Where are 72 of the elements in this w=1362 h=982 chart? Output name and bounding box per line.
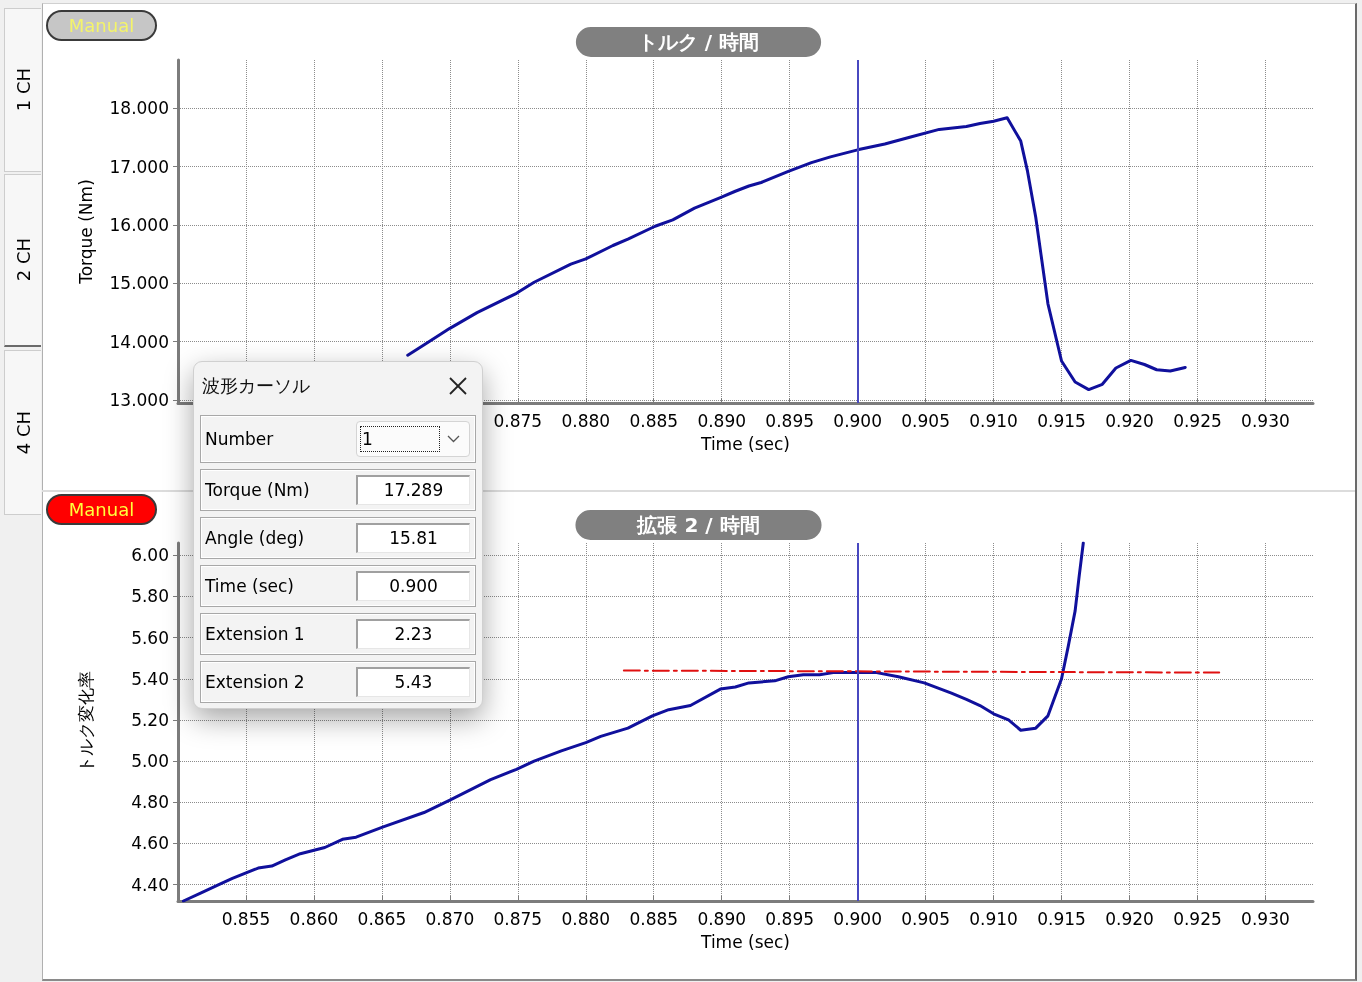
- y-tick-label: 5.60: [131, 627, 169, 648]
- y-tick-label: 6.00: [131, 545, 169, 566]
- line-series: [406, 116, 1187, 392]
- x-tick-label: 0.895: [765, 908, 815, 929]
- y-tick-label: 4.80: [131, 792, 169, 813]
- y-tick-label: 13.000: [109, 390, 169, 411]
- x-tick-label: 0.865: [357, 908, 407, 929]
- tab: 4 CH: [4, 350, 41, 515]
- chart-title: 拡張 2 / 時間: [636, 513, 760, 537]
- y-tick-label: 14.000: [109, 331, 169, 352]
- x-tick-label: 0.915: [1037, 410, 1086, 431]
- form-row: Angle (deg) 15.81: [200, 517, 476, 559]
- x-tick-label: 0.870: [425, 908, 475, 929]
- x-tick-label: 0.900: [833, 908, 882, 929]
- annotation: Extension 2: [205, 671, 305, 694]
- form-row: Extension 2 5.43: [200, 661, 476, 703]
- x-tick-label: 0.855: [221, 908, 271, 929]
- x-tick-label: 0.905: [901, 908, 950, 929]
- form-row: Time (sec) 0.900: [200, 565, 476, 607]
- tab: 1 CH: [4, 8, 41, 172]
- x-tick-label: 0.910: [969, 410, 1018, 431]
- x-tick-label: 0.880: [561, 908, 611, 929]
- button: Manual: [46, 10, 157, 41]
- text: 波形カーソル: [202, 374, 310, 398]
- y-tick-label: 5.20: [131, 709, 169, 730]
- y-tick-label: 5.80: [131, 586, 169, 607]
- y-tick-label: 15.000: [109, 273, 169, 294]
- y-tick-label: 5.00: [131, 751, 169, 772]
- dropdown-field: 1: [356, 421, 470, 457]
- y-tick-label: 18.000: [109, 98, 169, 119]
- form-row: Number 1: [200, 415, 476, 463]
- button: Manual: [46, 494, 157, 525]
- x-tick-label: 0.910: [969, 908, 1018, 929]
- x-axis-title: Time (sec): [700, 931, 790, 952]
- x-tick-label: 0.875: [493, 410, 543, 431]
- chart-title: トルク / 時間: [637, 30, 760, 54]
- x-tick-label: 0.880: [561, 410, 611, 431]
- y-axis-title: Torque (Nm): [75, 179, 96, 285]
- x-tick-label: 0.925: [1173, 908, 1222, 929]
- x-tick-label: 0.925: [1173, 410, 1222, 431]
- x-tick-label: 0.905: [901, 410, 950, 431]
- x-tick-label: 0.920: [1105, 908, 1154, 929]
- text-field: 0.900: [356, 571, 470, 601]
- y-tick-label: 4.60: [131, 833, 169, 854]
- x-tick-label: 0.930: [1241, 908, 1290, 929]
- annotation: Time (sec): [205, 575, 294, 598]
- x-tick-label: 0.885: [629, 410, 679, 431]
- x-tick-label: 0.860: [289, 908, 339, 929]
- x-tick-label: 0.900: [833, 410, 882, 431]
- text-field: 2.23: [356, 619, 470, 649]
- text-field: 17.289: [356, 475, 470, 505]
- form-row: Extension 1 2.23: [200, 613, 476, 655]
- y-tick-label: 17.000: [109, 156, 169, 177]
- x-axis-title: Time (sec): [700, 433, 790, 454]
- x-tick-label: 0.930: [1241, 410, 1290, 431]
- text-field: 15.81: [356, 523, 470, 553]
- x-tick-label: 0.890: [697, 410, 747, 431]
- y-axis-title: トルク変化率: [75, 671, 96, 773]
- x-tick-label: 0.915: [1037, 908, 1086, 929]
- y-tick-label: 16.000: [109, 215, 169, 236]
- annotation: Extension 1: [205, 623, 305, 646]
- x-tick-label: 0.920: [1105, 410, 1154, 431]
- tab: 2 CH: [4, 174, 41, 347]
- y-tick-label: 5.40: [131, 668, 169, 689]
- x-tick-label: 0.885: [629, 908, 679, 929]
- x-tick-label: 0.895: [765, 410, 815, 431]
- x-tick-label: 0.890: [697, 908, 747, 929]
- form-row: Torque (Nm) 17.289: [200, 469, 476, 511]
- annotation: Angle (deg): [205, 527, 305, 550]
- y-tick-label: 4.40: [131, 874, 169, 895]
- x-tick-label: 0.875: [493, 908, 543, 929]
- text-field: 5.43: [356, 667, 470, 697]
